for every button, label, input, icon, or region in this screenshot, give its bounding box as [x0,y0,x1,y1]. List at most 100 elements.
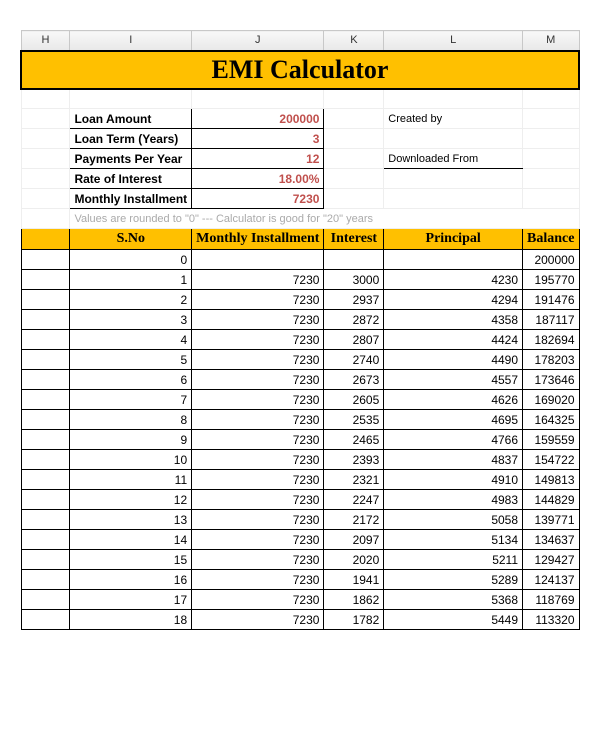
monthly-value[interactable]: 7230 [192,189,324,209]
cell-interest[interactable]: 2321 [324,470,384,490]
cell-inst[interactable]: 7230 [192,470,324,490]
cell-balance[interactable]: 154722 [523,450,579,470]
cell-inst[interactable]: 7230 [192,410,324,430]
cell-interest[interactable]: 2807 [324,330,384,350]
cell-sno[interactable]: 18 [70,610,192,630]
cell-balance[interactable]: 118769 [523,590,579,610]
cell-sno[interactable]: 15 [70,550,192,570]
cell-inst[interactable]: 7230 [192,270,324,290]
cell-sno[interactable]: 2 [70,290,192,310]
cell-principal[interactable]: 4695 [384,410,523,430]
cell-balance[interactable]: 149813 [523,470,579,490]
cell-balance[interactable]: 173646 [523,370,579,390]
cell-interest[interactable]: 2535 [324,410,384,430]
cell-sno[interactable]: 8 [70,410,192,430]
spreadsheet[interactable]: H I J K L M EMI Calculator Loan Amount 2… [20,30,580,630]
cell-interest[interactable]: 2020 [324,550,384,570]
col-I[interactable]: I [70,31,192,51]
cell-inst[interactable]: 7230 [192,590,324,610]
cell-inst[interactable]: 7230 [192,530,324,550]
cell-interest[interactable]: 1941 [324,570,384,590]
cell-inst[interactable]: 7230 [192,310,324,330]
cell-balance[interactable]: 178203 [523,350,579,370]
col-L[interactable]: L [384,31,523,51]
cell-interest[interactable]: 1862 [324,590,384,610]
loan-amount-value[interactable]: 200000 [192,109,324,129]
cell-interest[interactable]: 2247 [324,490,384,510]
cell-balance[interactable]: 113320 [523,610,579,630]
cell-balance[interactable]: 124137 [523,570,579,590]
col-H[interactable]: H [21,31,70,51]
cell-inst[interactable]: 7230 [192,450,324,470]
cell-inst[interactable]: 7230 [192,370,324,390]
cell-sno[interactable]: 6 [70,370,192,390]
cell-principal[interactable]: 4910 [384,470,523,490]
cell-sno[interactable]: 4 [70,330,192,350]
cell-interest[interactable]: 2393 [324,450,384,470]
cell-balance[interactable]: 129427 [523,550,579,570]
cell-interest[interactable]: 2465 [324,430,384,450]
cell-principal[interactable]: 4626 [384,390,523,410]
cell-principal[interactable]: 5449 [384,610,523,630]
cell-inst[interactable]: 7230 [192,510,324,530]
cell-principal[interactable]: 4766 [384,430,523,450]
cell-inst[interactable]: 7230 [192,330,324,350]
cell-interest[interactable]: 3000 [324,270,384,290]
cell-balance[interactable]: 182694 [523,330,579,350]
cell-sno[interactable]: 17 [70,590,192,610]
cell-balance[interactable]: 200000 [523,250,579,270]
cell-principal[interactable]: 4837 [384,450,523,470]
cell-principal[interactable]: 5134 [384,530,523,550]
cell-balance[interactable]: 159559 [523,430,579,450]
cell-principal[interactable]: 4230 [384,270,523,290]
cell-balance[interactable]: 144829 [523,490,579,510]
cell-interest[interactable]: 2673 [324,370,384,390]
cell-principal[interactable]: 4983 [384,490,523,510]
cell-interest[interactable]: 2740 [324,350,384,370]
cell-principal[interactable]: 4294 [384,290,523,310]
cell-sno[interactable]: 16 [70,570,192,590]
payments-py-value[interactable]: 12 [192,149,324,169]
cell-sno[interactable]: 9 [70,430,192,450]
loan-term-value[interactable]: 3 [192,129,324,149]
cell-balance[interactable]: 139771 [523,510,579,530]
cell-inst[interactable]: 7230 [192,430,324,450]
cell-interest[interactable] [324,250,384,270]
cell-sno[interactable]: 14 [70,530,192,550]
cell-sno[interactable]: 13 [70,510,192,530]
cell-balance[interactable]: 164325 [523,410,579,430]
cell-inst[interactable]: 7230 [192,390,324,410]
cell-inst[interactable]: 7230 [192,290,324,310]
cell-principal[interactable]: 5211 [384,550,523,570]
cell-balance[interactable]: 191476 [523,290,579,310]
rate-value[interactable]: 18.00% [192,169,324,189]
col-J[interactable]: J [192,31,324,51]
cell-principal[interactable]: 4424 [384,330,523,350]
cell-inst[interactable]: 7230 [192,350,324,370]
cell-inst[interactable]: 7230 [192,490,324,510]
cell-sno[interactable]: 10 [70,450,192,470]
cell-principal[interactable]: 4358 [384,310,523,330]
cell-interest[interactable]: 2605 [324,390,384,410]
cell-sno[interactable]: 0 [70,250,192,270]
cell-inst[interactable]: 7230 [192,570,324,590]
cell-sno[interactable]: 1 [70,270,192,290]
cell-inst[interactable]: 7230 [192,610,324,630]
cell-balance[interactable]: 169020 [523,390,579,410]
col-K[interactable]: K [324,31,384,51]
cell-principal[interactable]: 4557 [384,370,523,390]
cell-balance[interactable]: 134637 [523,530,579,550]
cell-principal[interactable] [384,250,523,270]
cell-sno[interactable]: 3 [70,310,192,330]
cell-principal[interactable]: 5289 [384,570,523,590]
cell-sno[interactable]: 5 [70,350,192,370]
col-M[interactable]: M [523,31,579,51]
cell-sno[interactable]: 12 [70,490,192,510]
cell-balance[interactable]: 195770 [523,270,579,290]
cell-inst[interactable]: 7230 [192,550,324,570]
cell-interest[interactable]: 1782 [324,610,384,630]
cell-interest[interactable]: 2872 [324,310,384,330]
cell-principal[interactable]: 4490 [384,350,523,370]
cell-interest[interactable]: 2172 [324,510,384,530]
cell-balance[interactable]: 187117 [523,310,579,330]
